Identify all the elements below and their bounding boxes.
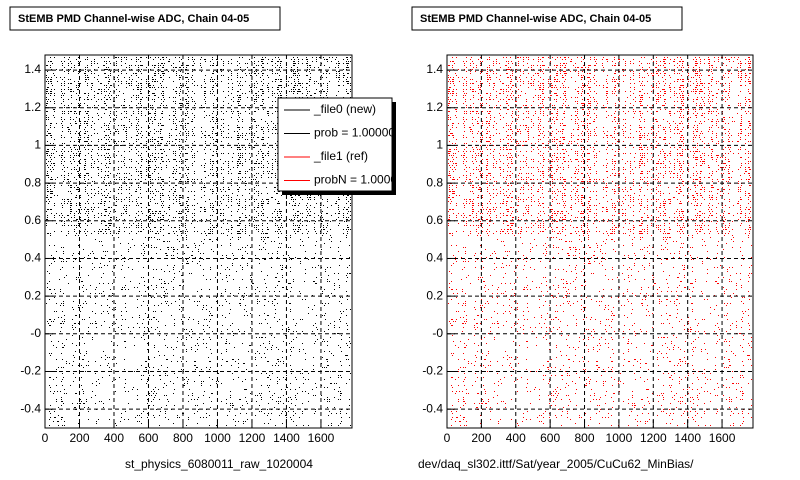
y-tick-label: -0.4 [422, 401, 443, 415]
chart-title: StEMB PMD Channel-wise ADC, Chain 04-05 [420, 13, 651, 25]
y-tick-label: 0.6 [426, 213, 443, 227]
x-tick-label: 400 [104, 431, 124, 445]
x-tick-label: 1600 [709, 431, 736, 445]
y-tick-label: -0 [432, 326, 443, 340]
y-tick-label: 0.8 [24, 175, 41, 189]
x-tick-label: 1600 [308, 431, 335, 445]
legend-label: probN = 1.00000 [314, 173, 404, 187]
x-tick-label: 1200 [640, 431, 667, 445]
y-tick-label: -0.2 [422, 364, 443, 378]
x-tick-label: 1000 [204, 431, 231, 445]
plot-frame [446, 54, 754, 429]
x-tick-label: 200 [69, 431, 89, 445]
legend-entries: _file0 (new) prob = 1.00000 _file1 (ref) pr… [284, 102, 404, 187]
x-tick-label: 1200 [239, 431, 266, 445]
legend-box [277, 97, 393, 192]
y-tick-label: 0.2 [24, 288, 41, 302]
y-tick-label: 0.4 [426, 251, 443, 265]
x-axis-label: dev/daq_sl302.ittf/Sat/year_2005/CuCu62_… [418, 457, 694, 471]
x-tick-label: 0 [42, 431, 49, 445]
x-tick-label: 1400 [273, 431, 300, 445]
chart-title: StEMB PMD Channel-wise ADC, Chain 04-05 [18, 13, 249, 25]
y-tick-label: -0 [30, 326, 41, 340]
y-tick-label: 1 [34, 138, 41, 152]
legend-label: _file1 (ref) [313, 149, 368, 163]
y-tick-label: -0.2 [20, 364, 41, 378]
x-tick-label: 0 [444, 431, 451, 445]
x-tick-label: 400 [506, 431, 526, 445]
y-tick-label: 1.2 [24, 100, 41, 114]
x-tick-label: 600 [540, 431, 560, 445]
y-tick-label: 0.8 [426, 175, 443, 189]
x-tick-label: 1000 [606, 431, 633, 445]
title-box [9, 6, 281, 31]
y-tick-label: 0.6 [24, 213, 41, 227]
x-tick-label: 800 [173, 431, 193, 445]
y-tick-label: 1.2 [426, 100, 443, 114]
x-axis-label: st_physics_6080011_raw_1020004 [125, 457, 313, 471]
legend: _file0 (new) prob = 1.00000 _file1 (ref) pr… [277, 97, 404, 195]
y-tick-label: 1.4 [24, 62, 41, 76]
x-tick-label: 1400 [674, 431, 701, 445]
point-texture [448, 57, 752, 426]
y-tick-label: -0.4 [20, 401, 41, 415]
y-tick-label: 1.4 [426, 62, 443, 76]
point-texture [46, 57, 351, 426]
x-tick-label: 600 [138, 431, 158, 445]
plot-frame [44, 54, 353, 429]
x-tick-label: 200 [471, 431, 491, 445]
y-tick-label: 0.2 [426, 288, 443, 302]
legend-label: _file0 (new) [313, 102, 376, 116]
y-tick-label: 1 [436, 138, 443, 152]
x-tick-label: 800 [575, 431, 595, 445]
y-tick-label: 0.4 [24, 251, 41, 265]
legend-label: prob = 1.00000 [314, 126, 395, 140]
title-box [411, 6, 683, 31]
